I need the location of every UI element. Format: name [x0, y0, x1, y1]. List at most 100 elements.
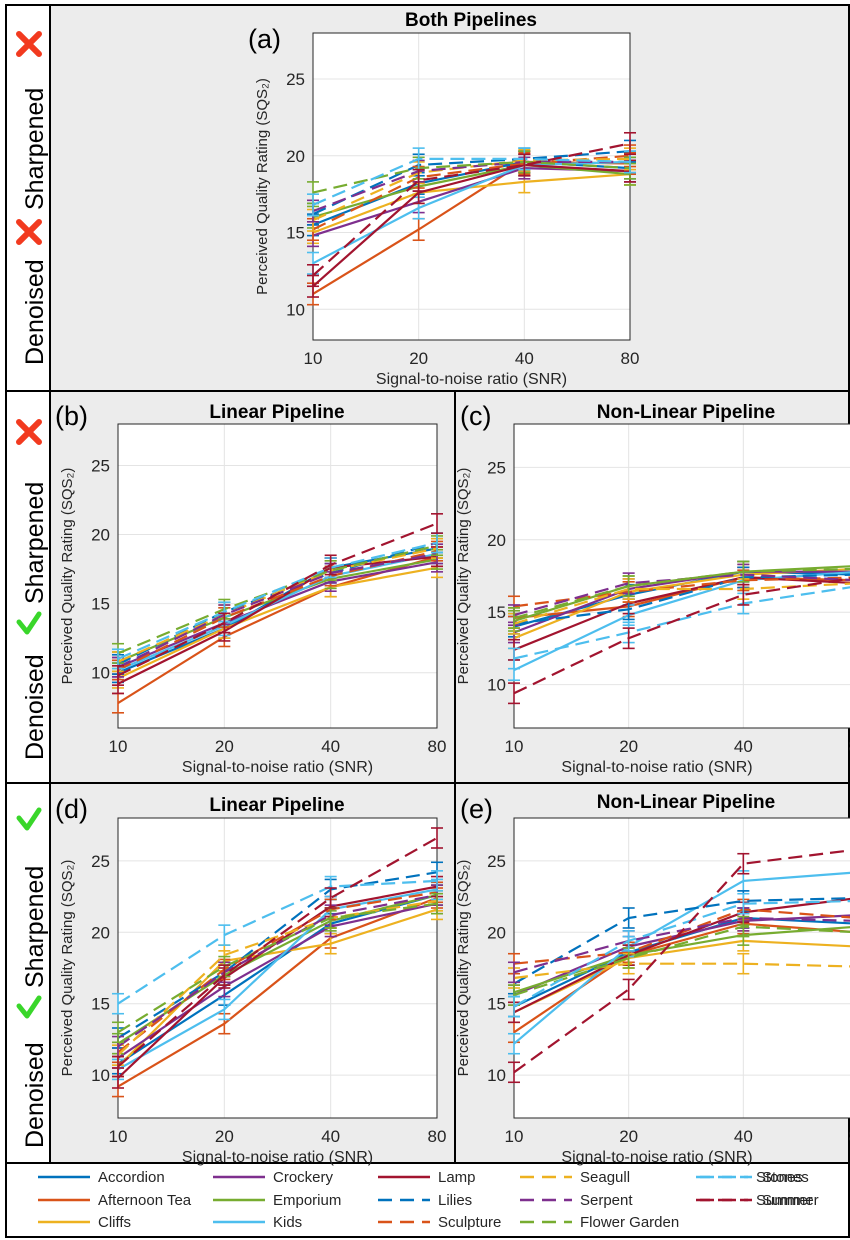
row-label-3-sharpened: Sharpened	[21, 866, 49, 988]
legend-label: Lilies	[438, 1192, 472, 1209]
y-tick-label: 10	[487, 1066, 506, 1085]
data-point	[112, 992, 124, 1015]
y-tick-label: 10	[91, 1066, 110, 1085]
legend-label: Summer	[756, 1192, 813, 1209]
x-tick-label: 20	[215, 1127, 234, 1146]
check-icon	[16, 995, 42, 1019]
series-line	[513, 586, 850, 660]
legend-label: Cliffs	[98, 1214, 131, 1231]
data-point	[622, 978, 635, 1001]
data-point	[431, 513, 443, 534]
data-point	[112, 1055, 124, 1078]
axes-box	[117, 817, 438, 1119]
legend: Accordion Afternoon Tea Cliffs Crockery Empo…	[38, 1169, 819, 1231]
legend-label: Stones	[762, 1169, 809, 1186]
y-tick-label: 15	[487, 995, 506, 1014]
chart-title: Linear Pipeline	[209, 402, 344, 423]
x-tick-label: 20	[409, 349, 428, 368]
series-line	[117, 891, 438, 1054]
data-point	[622, 930, 635, 952]
series-line	[312, 163, 631, 219]
panel-tag: (e)	[460, 794, 493, 824]
cross-icon	[16, 219, 42, 245]
y-tick-label: 25	[286, 70, 305, 89]
data-point	[218, 964, 231, 986]
chart-d: 10 15 20 25 10 20 40 80 Signal-to-noise ratio (S…	[55, 794, 446, 1166]
series-line	[117, 899, 438, 1056]
data-point	[508, 647, 520, 670]
series-line	[513, 916, 850, 1008]
series-line	[117, 561, 438, 669]
y-tick-label: 10	[487, 676, 506, 695]
series-line	[312, 160, 631, 194]
panel-tag: (d)	[55, 794, 88, 824]
series-line	[513, 849, 850, 1074]
series-line	[513, 582, 850, 625]
row-label-2-sharpened: Sharpened	[21, 482, 49, 604]
data-point	[737, 892, 750, 915]
x-tick-label: 20	[619, 1127, 638, 1146]
legend-entry: Crockery	[213, 1169, 334, 1186]
x-tick-label: 20	[619, 737, 638, 756]
legend-label: Afternoon Tea	[98, 1192, 192, 1209]
data-point	[737, 952, 750, 975]
y-tick-label: 20	[286, 147, 305, 166]
data-point	[622, 907, 635, 929]
legend-entry: Flower Garden	[520, 1214, 679, 1231]
y-tick-label: 20	[91, 923, 110, 942]
series-line	[513, 925, 850, 997]
series-line	[117, 894, 438, 1048]
y-axis-label: Perceived Quality Rating (SQS₂)	[59, 860, 76, 1077]
data-point	[431, 892, 443, 915]
y-axis-label: Perceived Quality Rating (SQS₂)	[254, 78, 271, 295]
series-line	[117, 547, 438, 663]
data-point	[324, 887, 337, 909]
row-label-1: Denoised Sharpened	[16, 31, 49, 365]
y-tick-label: 20	[487, 531, 506, 550]
series-line	[513, 871, 850, 1045]
chart-title: Both Pipelines	[405, 10, 537, 31]
chart-title: Non-Linear Pipeline	[597, 792, 775, 813]
legend-label: Accordion	[98, 1169, 165, 1186]
legend-entry: Serpent	[520, 1192, 633, 1209]
x-tick-label: 80	[849, 1127, 850, 1146]
panel-tag: (b)	[55, 401, 88, 431]
y-tick-label: 15	[487, 603, 506, 622]
row-label-3: Denoised Sharpened	[16, 807, 49, 1148]
y-tick-label: 25	[91, 852, 110, 871]
data-point	[508, 682, 520, 705]
y-axis-label: Perceived Quality Rating (SQS₂)	[59, 468, 76, 685]
legend-entry: Emporium	[213, 1192, 341, 1209]
series-summer	[508, 577, 850, 705]
x-tick-label: 80	[621, 349, 640, 368]
series-line	[513, 899, 850, 1008]
data-point	[218, 612, 231, 634]
data-point	[508, 995, 520, 1018]
x-tick-label: 40	[734, 1127, 753, 1146]
chart-title: Linear Pipeline	[209, 795, 344, 816]
legend-entry: Sculpture	[378, 1214, 501, 1231]
series-line	[117, 550, 438, 671]
data-point	[624, 131, 636, 156]
y-tick-label: 25	[91, 456, 110, 475]
x-tick-label: 10	[109, 1127, 128, 1146]
x-tick-label: 10	[505, 737, 524, 756]
data-point	[508, 607, 520, 629]
y-axis-label: Perceived Quality Rating (SQS₂)	[455, 860, 472, 1077]
check-icon	[16, 807, 42, 831]
data-point	[112, 1021, 124, 1044]
y-tick-label: 20	[487, 923, 506, 942]
series-line	[513, 567, 850, 620]
series-line	[117, 902, 438, 1034]
data-point	[737, 915, 750, 938]
series-flower-garden	[508, 560, 850, 629]
data-point	[218, 998, 231, 1021]
series-line	[513, 939, 850, 1014]
data-point	[431, 827, 443, 849]
series-line	[117, 522, 438, 677]
series-stones	[112, 870, 443, 1015]
series-line	[117, 555, 438, 685]
y-tick-label: 10	[286, 300, 305, 319]
data-point	[737, 560, 750, 583]
check-icon	[16, 611, 42, 635]
